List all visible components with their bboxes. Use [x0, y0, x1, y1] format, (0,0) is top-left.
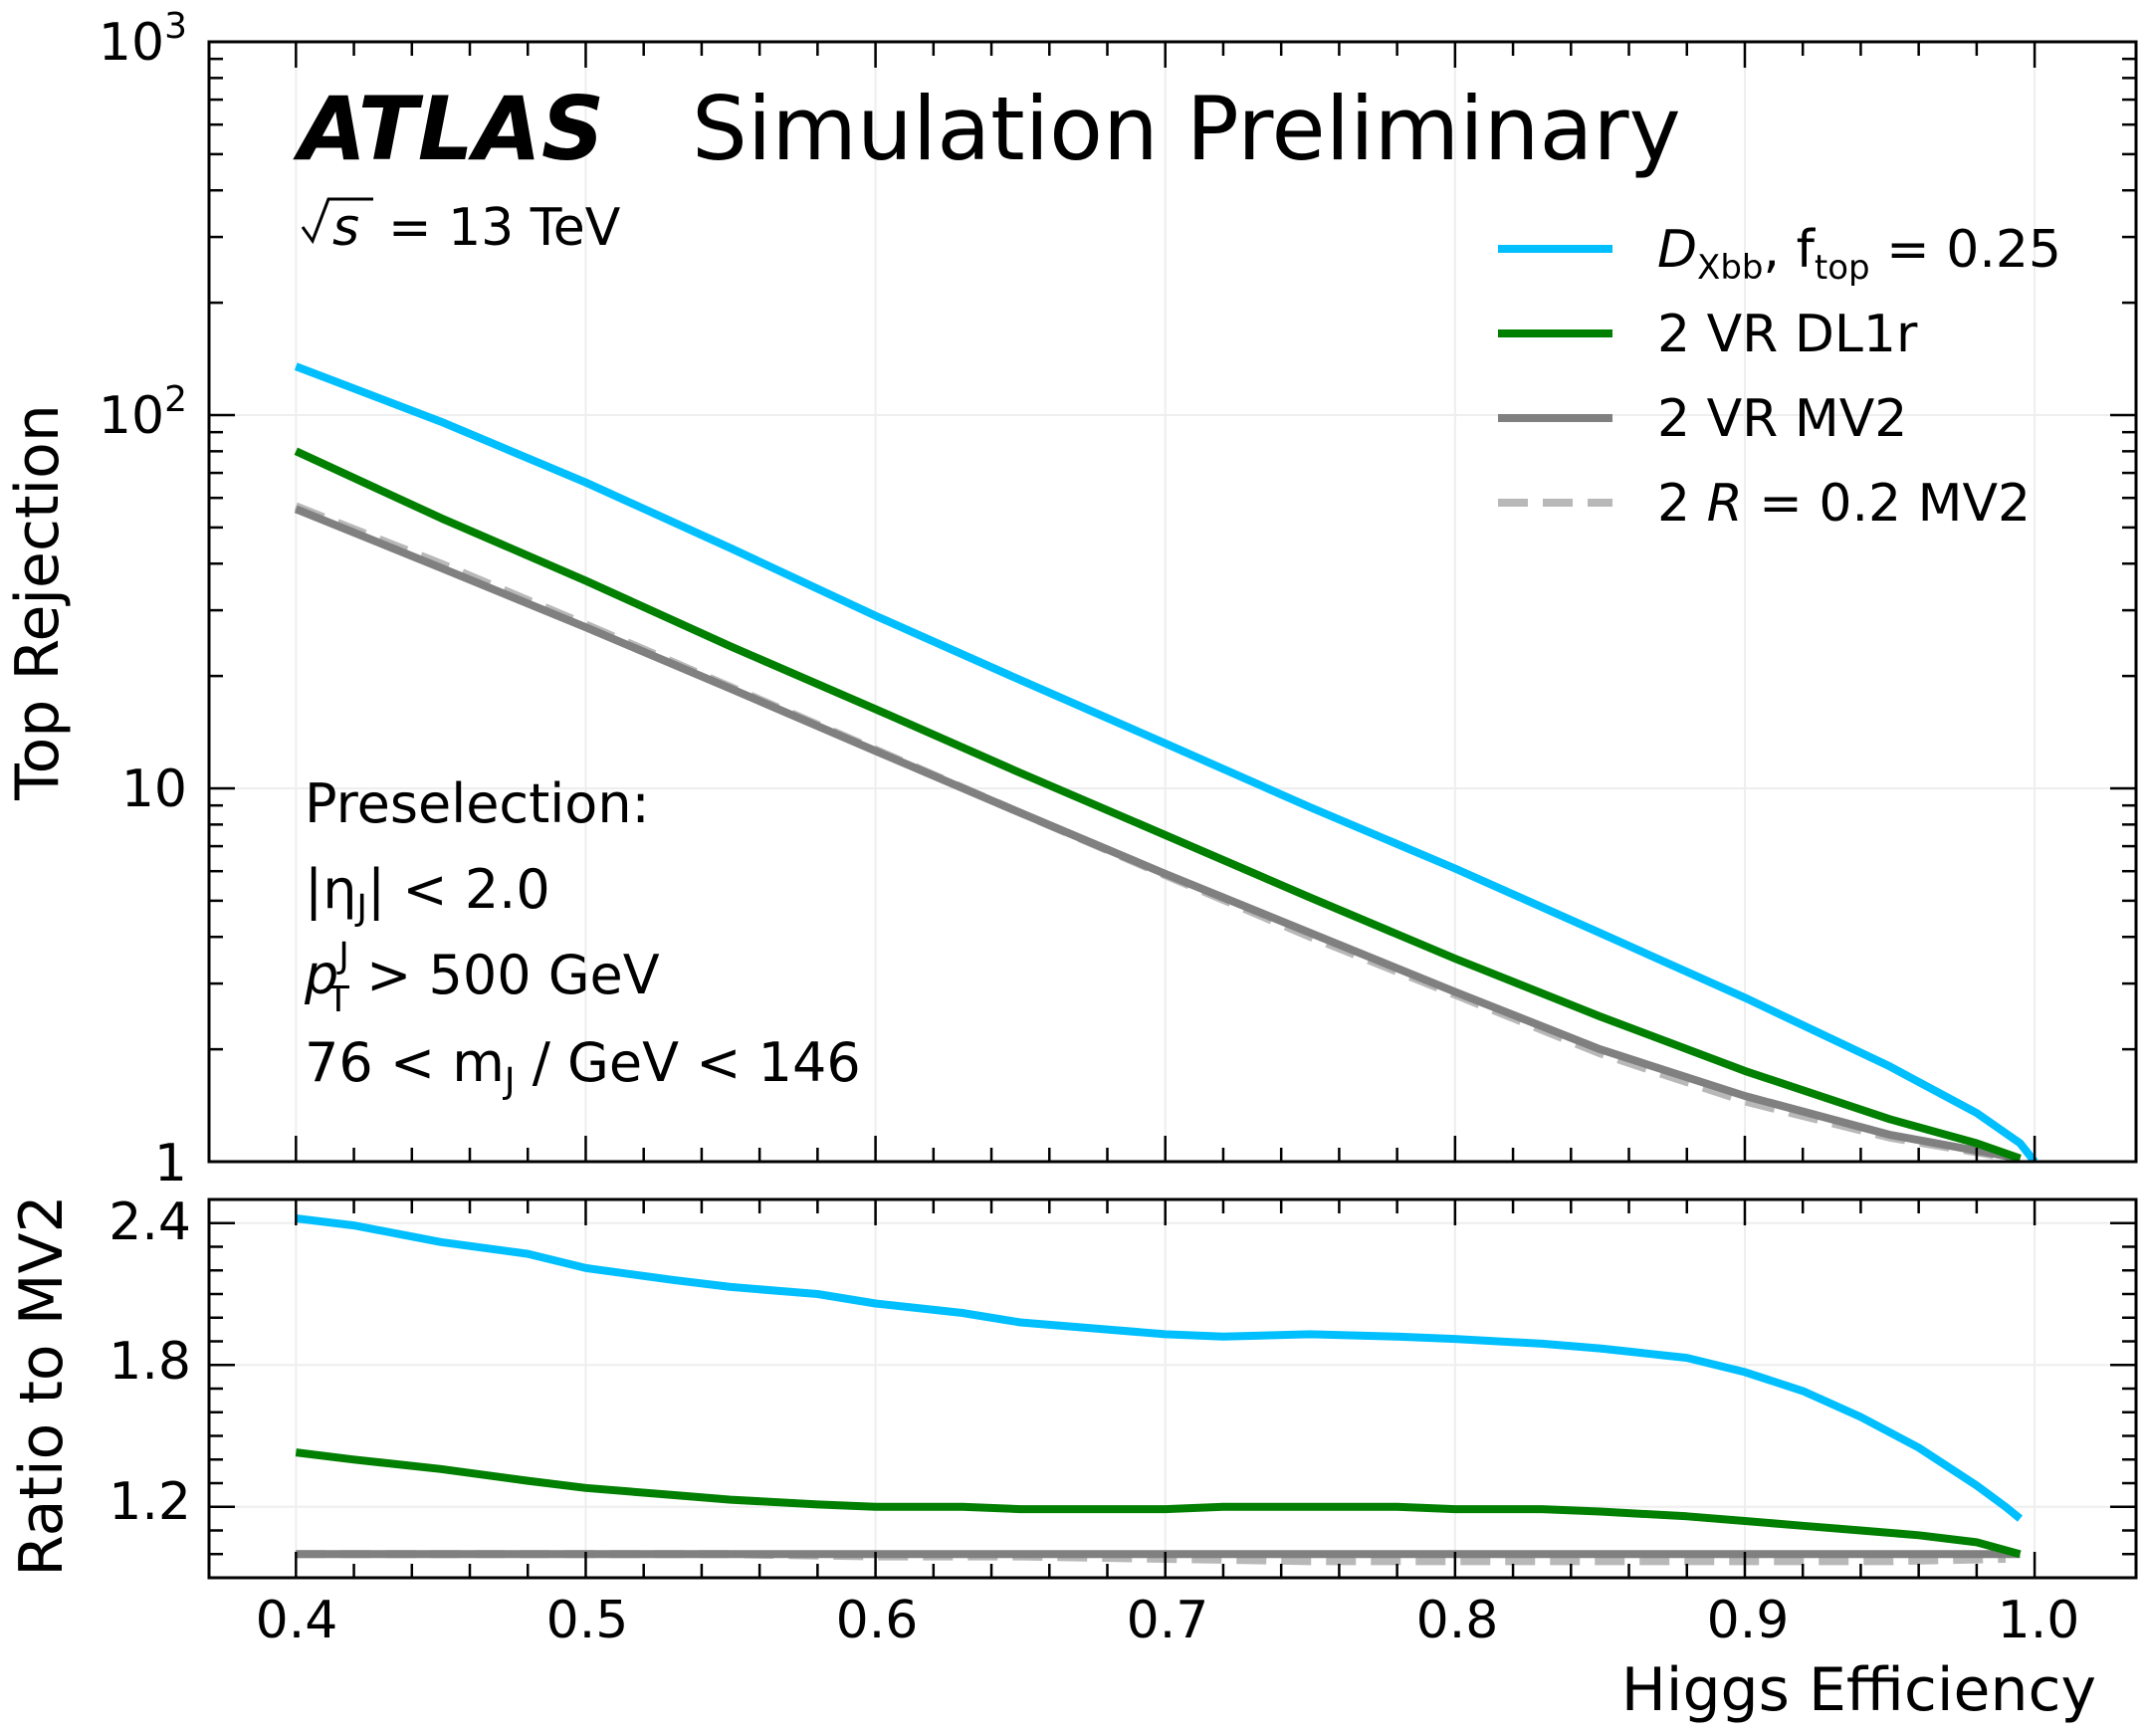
ytick-label-100: 102	[99, 379, 187, 446]
main-line-dxbb	[294, 362, 2038, 1162]
xtick-label: 0.7	[1127, 1591, 1209, 1650]
status-label: Simulation Preliminary	[692, 78, 1681, 180]
ratio-line-dxbb	[295, 1214, 2024, 1522]
ytick-label-10: 10	[121, 760, 187, 819]
ratio-ytick-label: 1.8	[108, 1332, 191, 1392]
energy-value: = 13 TeV	[388, 198, 621, 258]
pt-cut: pJ T > 500 GeV	[304, 936, 660, 1020]
y-axis-label-main: Top Rejection	[3, 404, 73, 801]
legend-label-dl1r: 2 VR DL1r	[1657, 305, 1918, 364]
x-axis-label: Higgs Efficiency	[1621, 1655, 2096, 1725]
legend-label-r02: 2 R = 0.2 MV2	[1657, 474, 2031, 534]
main-ytick-labels: 1 10 102 103	[99, 6, 187, 1194]
ratio-ytick-labels: 1.2 1.8 2.4	[108, 1193, 191, 1532]
sqrt-symbol	[301, 197, 373, 245]
xtick-labels: 0.4 0.5 0.6 0.7 0.8 0.9 1.0	[256, 1591, 2080, 1650]
ytick-label-1: 1	[154, 1134, 187, 1194]
main-series-group	[294, 362, 2038, 1162]
mass-cut: 76 < mJ / GeV < 146	[305, 1031, 861, 1102]
ratio-ytick-label: 2.4	[108, 1193, 191, 1252]
eta-cut: |ηJ| < 2.0	[305, 858, 550, 929]
xtick-label: 0.5	[546, 1591, 629, 1650]
y-axis-label-ratio: Ratio to MV2	[7, 1194, 77, 1576]
ytick-label-1000: 103	[99, 6, 187, 73]
legend-label-mv2: 2 VR MV2	[1657, 389, 1907, 449]
energy-variable: s	[332, 198, 359, 258]
legend-label-dxbb: DXbb, ftop = 0.25	[1657, 220, 2061, 288]
preselection-annotation: Preselection: |ηJ| < 2.0 pJ T > 500 GeV 7…	[304, 772, 861, 1102]
atlas-label: ATLAS	[293, 78, 604, 180]
xtick-label: 0.9	[1707, 1591, 1790, 1650]
main-ticks	[209, 40, 2136, 1164]
main-line-dl1r	[294, 447, 2022, 1162]
main-line-mv2	[294, 505, 2022, 1162]
ratio-ticks	[209, 1197, 2136, 1578]
xtick-label: 0.8	[1416, 1591, 1499, 1650]
main-plot-frame	[207, 40, 2138, 1164]
xtick-label: 0.6	[836, 1591, 919, 1650]
xtick-label: 0.4	[256, 1591, 338, 1650]
preselection-title: Preselection:	[305, 772, 650, 835]
xtick-label: 1.0	[1998, 1591, 2080, 1650]
ratio-line-dl1r	[295, 1448, 2022, 1559]
legend: DXbb, ftop = 0.25 2 VR DL1r 2 VR MV2 2 R…	[1498, 220, 2061, 534]
energy-annotation: s = 13 TeV	[301, 197, 621, 258]
ratio-ytick-label: 1.2	[108, 1472, 191, 1532]
